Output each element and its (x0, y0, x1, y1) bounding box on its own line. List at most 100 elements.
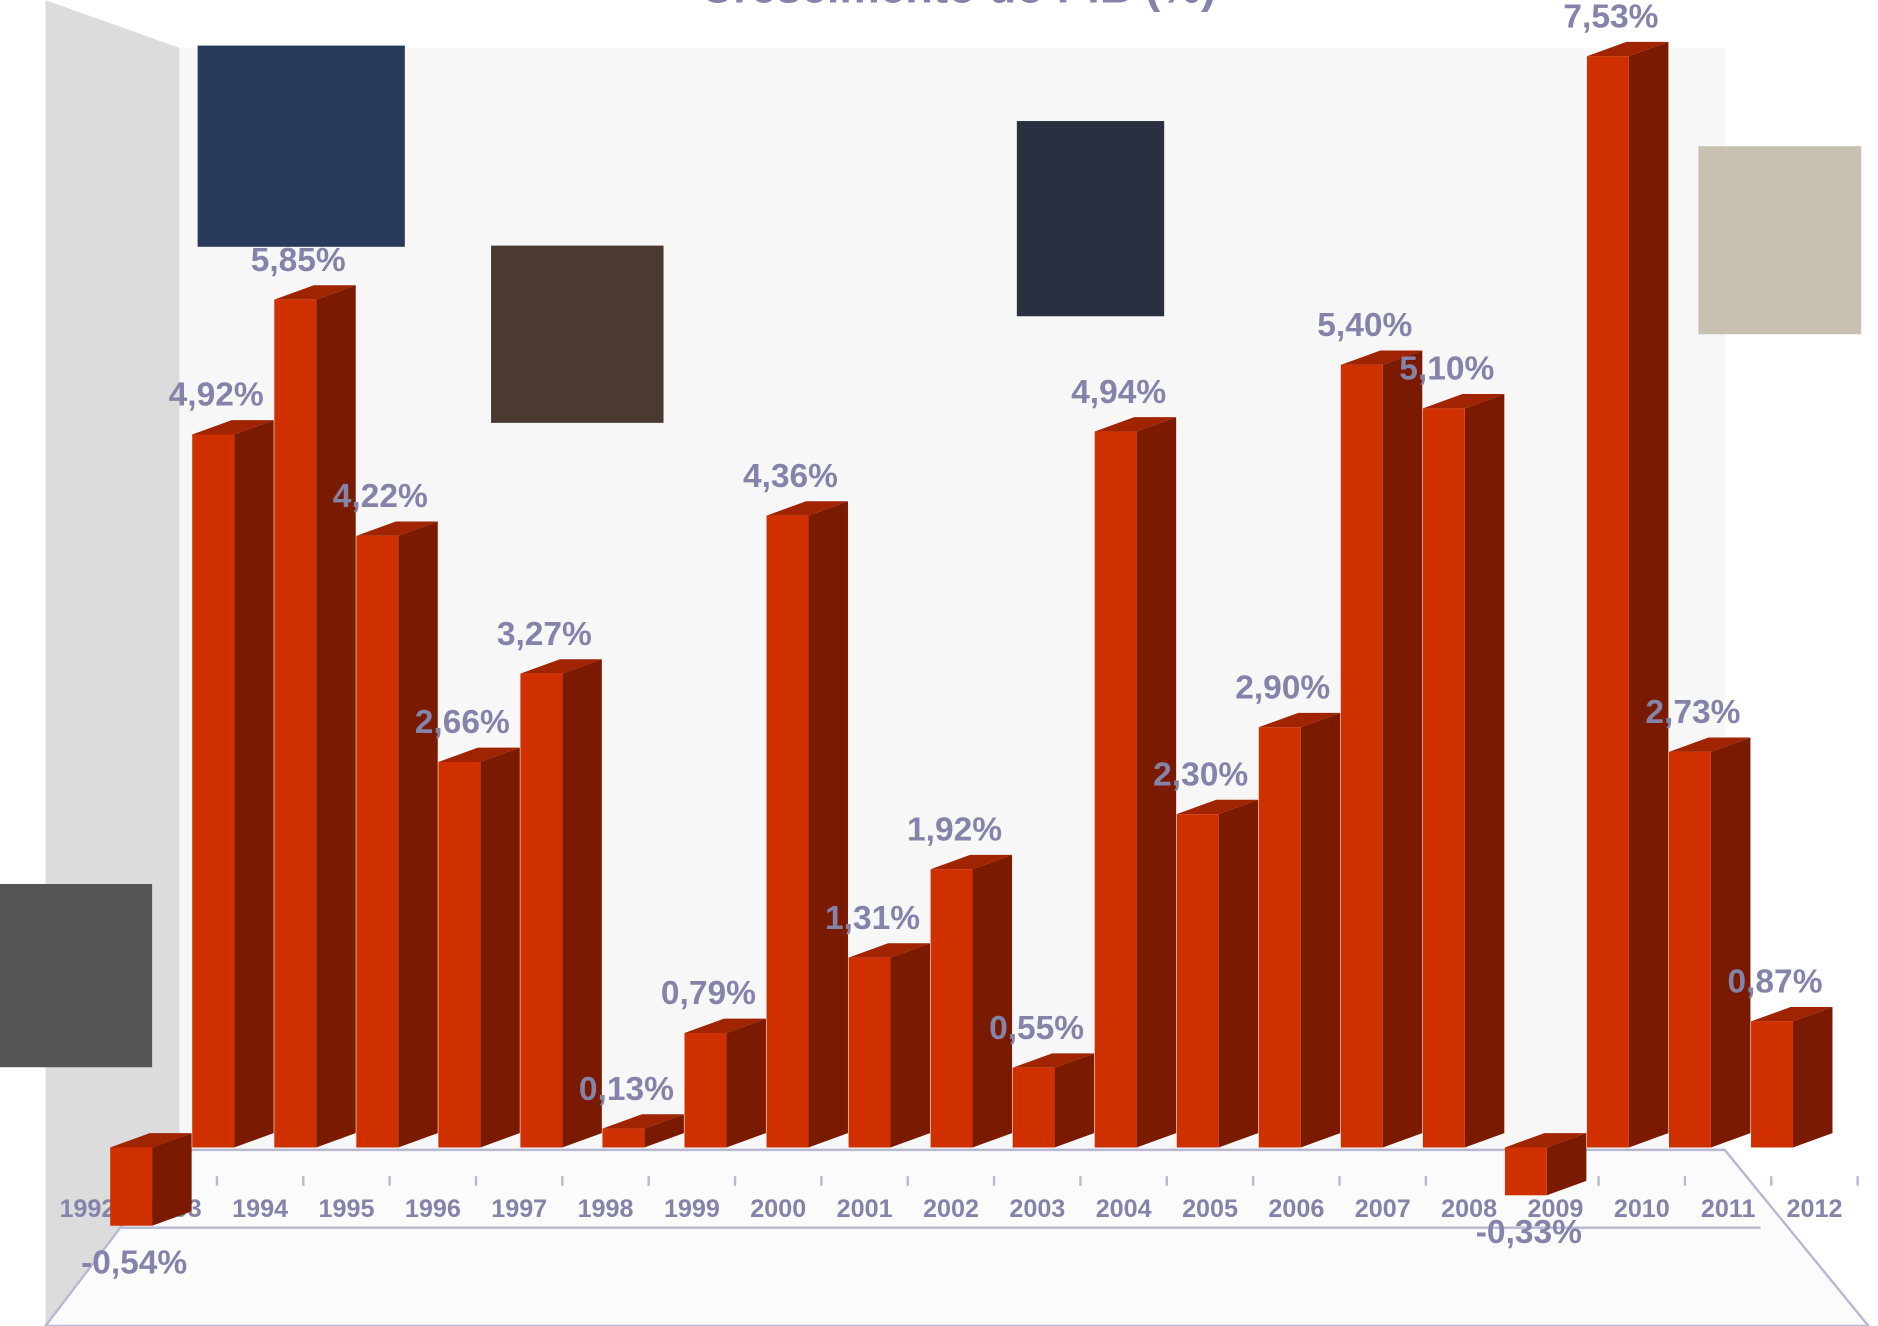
bar (1504, 1147, 1547, 1196)
x-tick-label: 2001 (837, 1195, 893, 1223)
bar (1340, 364, 1383, 1148)
bar (1751, 1021, 1793, 1148)
bar (1258, 727, 1301, 1148)
x-tick-label: 1999 (664, 1195, 720, 1223)
x-tick-label: 2004 (1096, 1195, 1152, 1223)
bar (1586, 56, 1629, 1148)
x-tick-label: 2003 (1009, 1195, 1065, 1223)
bar-side (1218, 799, 1259, 1148)
bar-side (152, 1133, 192, 1226)
chart-title: Crescimento do PIB (%) (700, 0, 1216, 12)
bar (930, 869, 973, 1148)
floor (43, 1148, 1871, 1326)
x-tick-label: 1995 (319, 1195, 375, 1223)
bar-side (808, 501, 848, 1148)
bar (356, 535, 399, 1148)
bar-side (644, 1114, 684, 1148)
photo (1016, 121, 1165, 317)
bar-top (1340, 350, 1423, 365)
bar-side (1054, 1053, 1095, 1148)
bar-top (1176, 799, 1259, 815)
bar-side (316, 285, 356, 1148)
value-label: 1,31% (825, 900, 920, 937)
bar-side (1628, 41, 1669, 1148)
x-tick-label: 1994 (232, 1195, 288, 1223)
x-tick-label: 2012 (1787, 1195, 1843, 1223)
x-tick-label: 2006 (1268, 1195, 1324, 1223)
x-tick-label: 2000 (750, 1195, 806, 1223)
value-label: 4,92% (169, 377, 264, 414)
left-wall (45, 0, 180, 1326)
value-label: 5,40% (1317, 307, 1412, 344)
value-label: 2,90% (1235, 669, 1330, 706)
bar-top (1258, 712, 1341, 728)
bar-top (192, 420, 274, 435)
bar (602, 1128, 645, 1148)
bar-side (1136, 417, 1177, 1148)
bar (1669, 751, 1711, 1148)
value-label: 3,27% (497, 616, 592, 653)
value-label: 5,10% (1399, 351, 1494, 388)
bar-top (1586, 41, 1669, 57)
bar-top (356, 521, 438, 536)
bar-top (602, 1114, 684, 1129)
x-tick-label: 1996 (405, 1195, 461, 1223)
value-label: 0,13% (579, 1071, 674, 1108)
bar-side (1710, 737, 1751, 1148)
bar-side (1300, 712, 1341, 1148)
value-label: 2,30% (1153, 756, 1248, 793)
bar (1094, 431, 1137, 1148)
x-tick-label: 2008 (1441, 1195, 1497, 1223)
bar-top (848, 943, 931, 958)
bar-top (1012, 1053, 1095, 1068)
bar-side (480, 747, 520, 1148)
photo (197, 45, 405, 247)
bar-side (890, 943, 931, 1148)
bar-top (274, 285, 356, 300)
value-label: -0,33% (1476, 1214, 1582, 1251)
x-tick-label: 2010 (1614, 1195, 1670, 1223)
bar-top (766, 501, 848, 516)
bar-top (110, 1133, 192, 1148)
value-label: 7,53% (1563, 0, 1658, 35)
value-label: 0,55% (989, 1010, 1084, 1047)
bar-side (1382, 350, 1423, 1148)
bar-side (726, 1018, 766, 1148)
photo (0, 883, 153, 1068)
value-label: 2,73% (1645, 694, 1740, 731)
bar (1012, 1067, 1055, 1148)
bar-top (438, 747, 520, 762)
x-tick-label: 2005 (1182, 1195, 1238, 1223)
value-label: -0,54% (81, 1245, 187, 1282)
bar-top (684, 1018, 766, 1033)
bar-side (1792, 1007, 1833, 1148)
bar (684, 1032, 727, 1148)
x-tick-label: 1997 (491, 1195, 547, 1223)
bar (274, 299, 317, 1148)
photo (491, 245, 664, 423)
value-label: 5,85% (251, 242, 346, 279)
bar-top (1422, 393, 1505, 409)
bar (1176, 814, 1219, 1148)
value-label: 2,66% (415, 704, 510, 741)
value-label: 0,79% (661, 975, 756, 1012)
value-label: 1,92% (907, 811, 1002, 848)
bar (192, 434, 235, 1148)
bar-side (1464, 393, 1505, 1148)
bar-side (234, 420, 274, 1148)
bar-top (1504, 1133, 1587, 1148)
bar (766, 515, 809, 1148)
bar-side (562, 659, 602, 1148)
bar-top (1669, 737, 1751, 752)
x-tick-label: 1992 (59, 1195, 115, 1223)
bar-side (972, 854, 1013, 1148)
bar (438, 761, 481, 1148)
value-label: 0,87% (1727, 964, 1822, 1001)
value-label: 4,22% (333, 478, 428, 515)
x-tick-label: 2007 (1355, 1195, 1411, 1223)
bar-top (1751, 1007, 1833, 1022)
bar-side (398, 521, 438, 1148)
bar-top (930, 854, 1013, 870)
photo (1698, 146, 1862, 335)
